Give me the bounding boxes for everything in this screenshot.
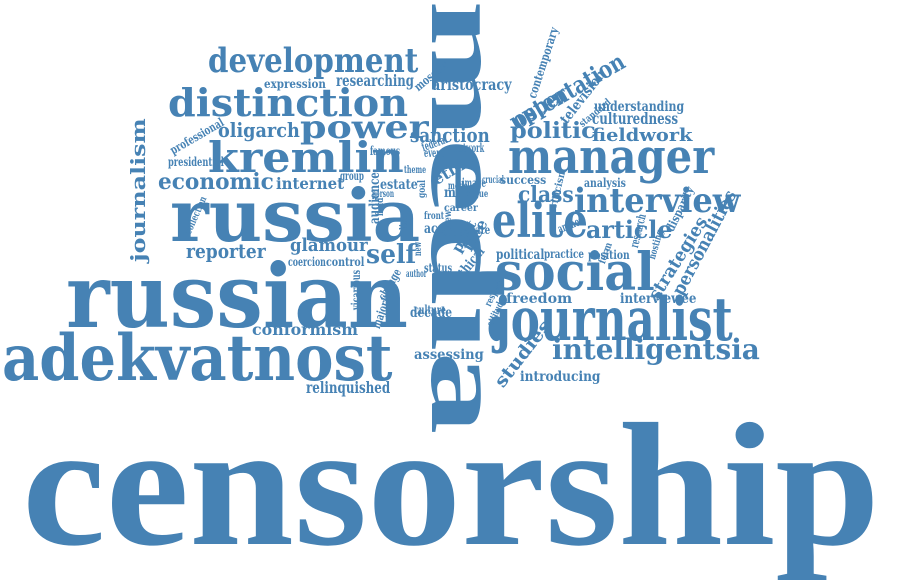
word-reporter: reporter [186,239,266,263]
word-event: event [424,146,445,160]
word-status: status [424,261,453,275]
word-freedom: freedom [506,291,573,307]
word-self: self [366,240,417,270]
word-success: success [500,173,547,187]
word-front: front [424,211,445,222]
word-conformism: conformism [252,320,359,339]
word-view: view [443,210,454,230]
word-fieldwork: fieldwork [592,125,693,146]
word-social: social [495,242,655,303]
word-theme: theme [404,165,427,176]
word-article: article [586,215,673,244]
word-network: network [454,141,485,155]
word-journalist: journalist [495,285,733,355]
word-economic: economic [158,169,274,195]
word-analysis: analysis [584,176,626,190]
word-political: political [496,247,545,263]
word-control: control [326,255,365,269]
word-mode: mode [448,181,468,192]
word-acc: acc [424,221,445,237]
word-glamour: glamour [290,235,368,256]
word-author: author [406,269,427,280]
word-internet: internet [276,174,344,193]
word-sanction: sanction [410,123,490,147]
word-interviewee: interviewee [620,291,697,307]
word-expression: expression [264,77,326,91]
word-power: power [300,108,429,146]
word-famous: famous [370,144,401,158]
word-class: class [518,182,574,208]
word-politic: politic [510,118,596,144]
word-assessing: assessing [414,347,484,363]
word-relinquished: relinquished [306,378,391,397]
word-oligarch: oligarch [218,118,300,142]
word-list: list [399,216,410,230]
word-argue: argue [466,189,489,200]
word-career: career [444,203,478,214]
word-today: today [442,225,470,239]
word-state: state [466,223,491,237]
word-development: development [208,41,419,81]
word-distinction: distinction [168,80,409,125]
word-coercion: coercion [288,255,326,269]
word-elite: elite [492,193,588,249]
word-censorship: censorship [22,388,881,580]
word-field: field [375,197,386,216]
word-image: image [462,176,487,190]
word-decade: decade [410,305,453,321]
word-adekvatnost: adekvatnost [2,321,393,396]
word-estate: estate [380,177,418,193]
word-group: group [340,169,364,183]
word-crucial: crucial [482,175,504,186]
word-aristocracy: aristocracy [432,75,512,94]
word-russian: russian [66,244,409,348]
word-culture: culture [414,303,446,317]
word-journalism: journalism [126,118,150,263]
word-interview: interview [574,181,741,221]
word-more: more [444,185,477,201]
word-goal: goal [417,180,428,198]
word-russia: russia [170,173,421,258]
word-presidential: presidential [168,155,224,169]
word-kremlin: kremlin [208,133,404,182]
word-vicarious: vicarious [349,269,363,310]
word-researching: researching [336,71,414,90]
word-intelligentsia: intelligentsia [552,333,760,366]
word-new: new [413,241,424,256]
word-manager: manager [508,129,715,185]
word-introducing: introducing [520,369,601,385]
word-practice: practice [544,247,584,261]
word-person: person [372,189,395,200]
word-culturedness: culturedness [592,109,679,128]
word-understanding: understanding [594,99,685,115]
word-position: position [588,248,630,262]
